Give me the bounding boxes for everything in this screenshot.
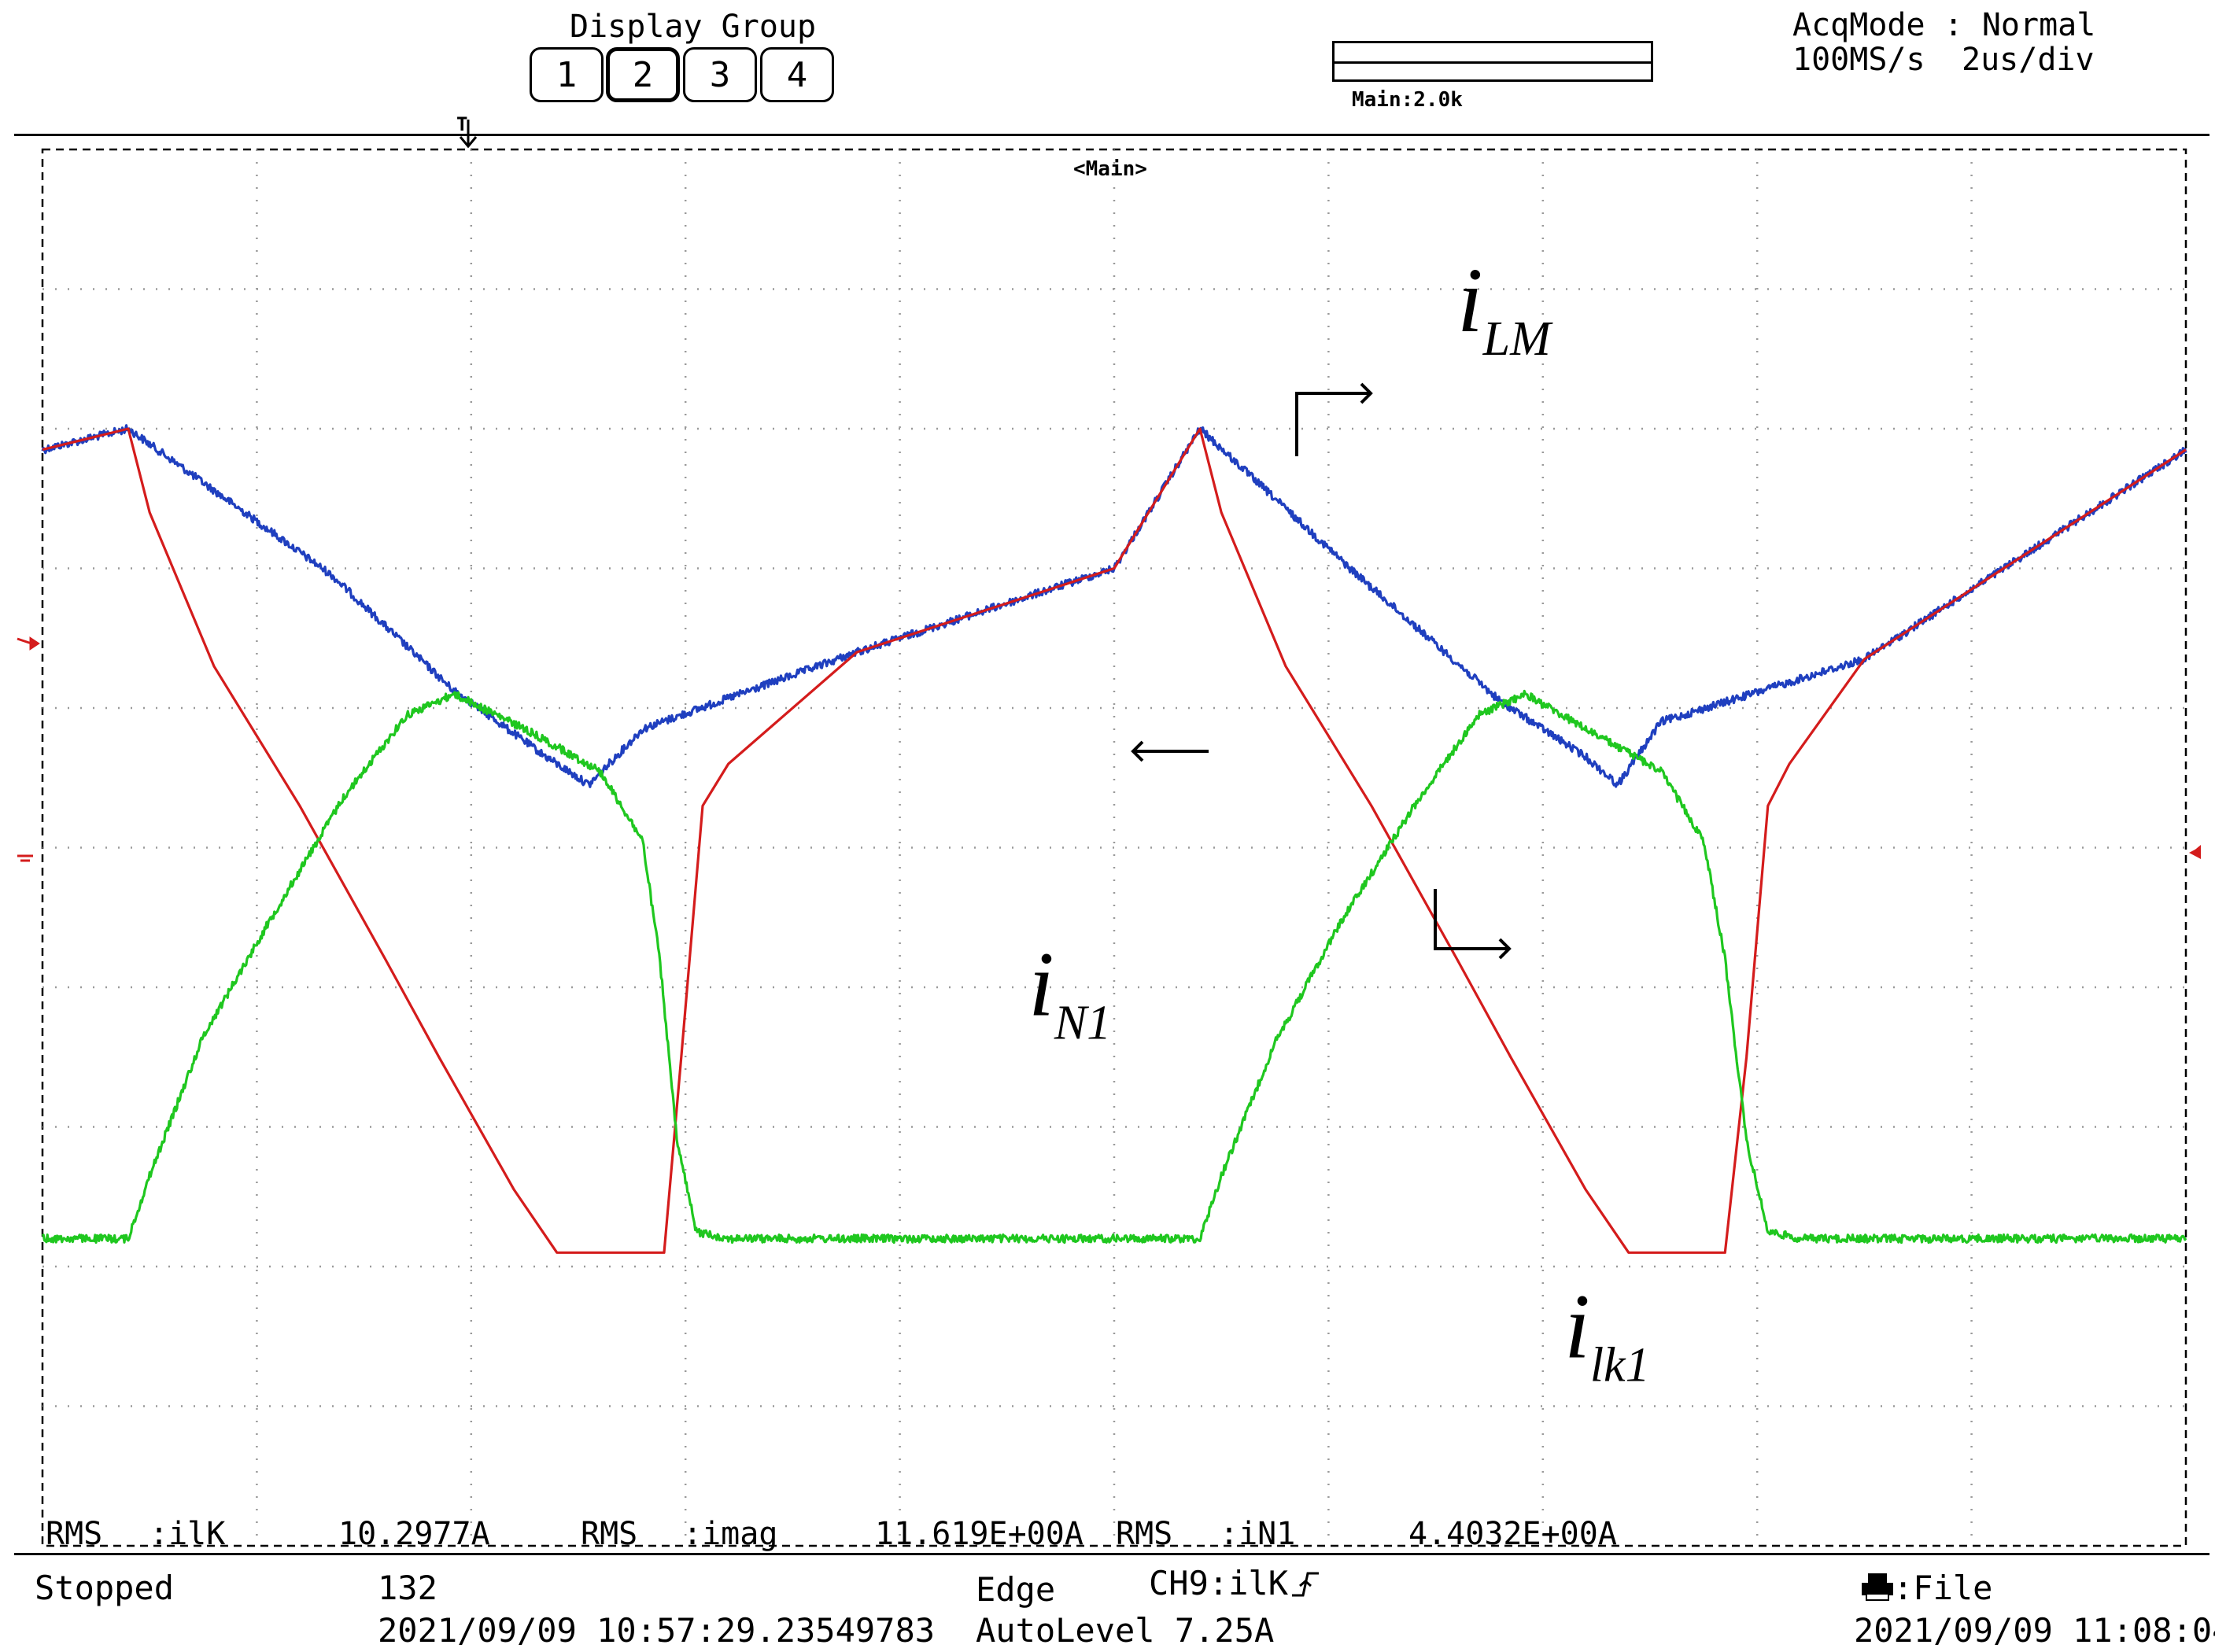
zoom-indicator-bar (1332, 41, 1653, 82)
trigger-marker: T (456, 113, 468, 135)
arrow-ilk1 (1434, 889, 1509, 950)
meas-1-channel: :ilK (150, 1516, 226, 1552)
clock: 2021/09/09 11:08:04 (1854, 1611, 2215, 1650)
trigger-type: Edge (976, 1570, 1056, 1609)
ground-marker-icon (2189, 845, 2201, 861)
rising-edge-icon (1292, 1572, 1319, 1597)
annotation-label-lk1: ilk1 (1564, 1274, 1650, 1392)
save-target: :File (1893, 1569, 1993, 1607)
trigger-source: CH9:ilK (1149, 1564, 1289, 1602)
meas-2-value: 11.619E+00A (875, 1516, 1084, 1552)
display-group-button-2[interactable]: 2 (606, 47, 680, 102)
meas-1-type: RMS (46, 1516, 103, 1552)
trace-i-n1 (41, 689, 2187, 1245)
footer-divider (14, 1553, 2209, 1555)
run-state: Stopped (35, 1569, 175, 1607)
window-label: <Main> (1073, 157, 1147, 181)
meas-3-channel: :iN1 (1220, 1516, 1296, 1552)
acq-timestamp: 2021/09/09 10:57:29.23549783 (378, 1611, 936, 1650)
printer-icon (1862, 1573, 1893, 1601)
trigger-level: AutoLevel 7.25A (976, 1611, 1275, 1650)
arrow-ilm (1295, 392, 1371, 456)
annotation-label-lm: iLM (1457, 249, 1553, 366)
meas-1-value: 10.2977A (338, 1516, 490, 1552)
display-group-button-4[interactable]: 4 (760, 47, 834, 102)
zoom-label: Main:2.0k (1352, 88, 1463, 112)
meas-3-value: 4.4032E+00A (1408, 1516, 1617, 1552)
trace-i-lm (41, 424, 2187, 788)
timebase: 2us/div (1962, 42, 2095, 78)
display-group-label: Display Group (570, 9, 817, 45)
acq-count: 132 (378, 1569, 437, 1607)
acq-mode: AcqMode : Normal (1792, 7, 2096, 43)
header-divider (14, 134, 2209, 136)
annotation-label-n1: iN1 (1028, 933, 1111, 1050)
sample-rate: 100MS/s (1792, 42, 1925, 78)
display-group-button-3[interactable]: 3 (683, 47, 757, 102)
channel-marker-icon (17, 636, 40, 862)
meas-2-type: RMS (581, 1516, 638, 1552)
meas-2-channel: :imag (683, 1516, 778, 1552)
trace-i-lk1 (42, 427, 2187, 1254)
display-group-button-1[interactable]: 1 (530, 47, 604, 102)
traces (41, 424, 2187, 1254)
trace-annotations: iLM iN1 ilk1 (1028, 249, 1650, 1392)
trigger-arrow-icon (459, 120, 478, 149)
graticule (41, 148, 2187, 1547)
meas-3-type: RMS (1116, 1516, 1173, 1552)
